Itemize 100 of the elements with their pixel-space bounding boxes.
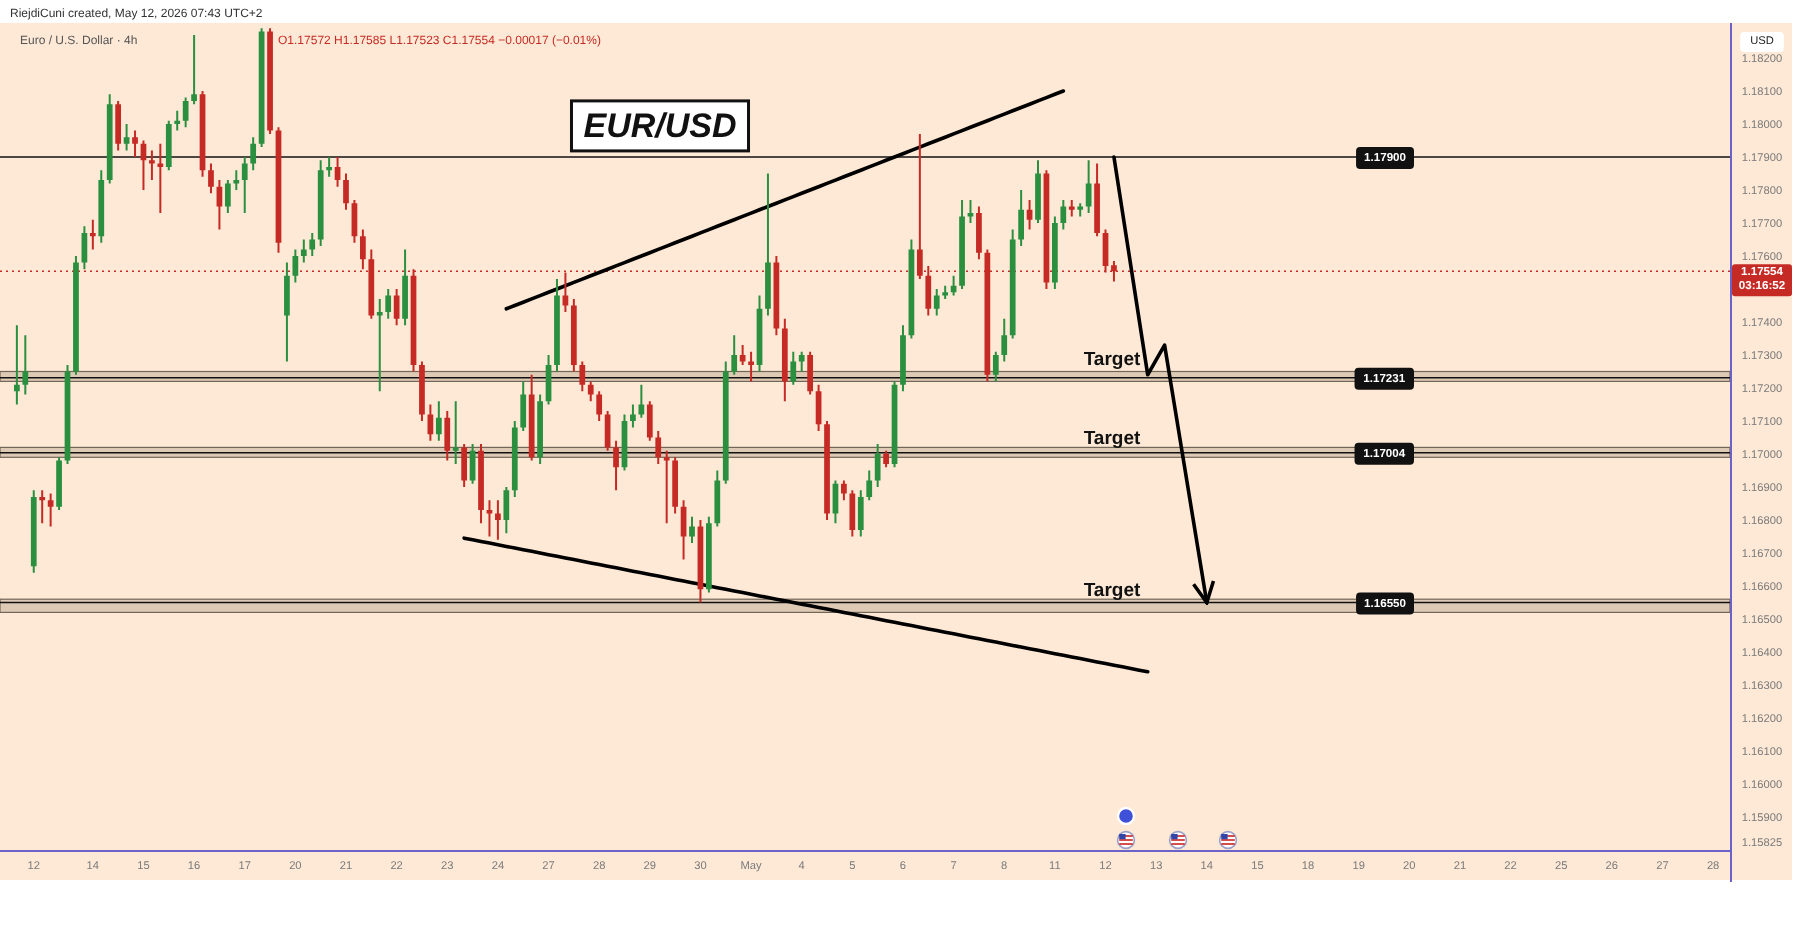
candlestick [765,173,771,316]
text: EUR/USD [583,106,737,145]
candlestick [419,361,425,421]
candlestick [317,160,324,247]
candlestick [731,335,738,375]
candlestick [520,381,527,431]
candlestick [596,391,603,421]
candlestick [722,361,729,484]
candlestick [781,318,788,402]
candlestick [106,94,113,184]
candlestick [1018,190,1024,247]
candlestick [208,163,214,194]
candlestick [427,404,434,441]
candlestick [857,490,864,537]
candlestick [478,444,484,524]
candlestick [284,262,290,362]
candlestick [89,219,96,250]
candlestick [511,421,518,497]
candlestick [376,298,383,392]
candlestick [1060,199,1067,230]
candlestick [495,500,501,540]
candlestick [646,401,653,441]
candlestick [1035,160,1041,223]
candlestick [655,430,662,464]
candlestick [241,157,248,214]
candlestick [1026,199,1033,230]
candlestick [123,124,130,151]
candlestick [1009,229,1016,339]
candlestick [950,275,957,296]
annotation: Target [1083,348,1142,371]
candlestick [452,401,459,464]
line-series [462,536,1150,674]
candlestick [14,325,20,405]
candlestick [798,351,805,372]
line-series [504,89,1066,311]
candlestick [250,137,257,171]
candlestick [613,440,619,491]
candlestick [174,110,181,131]
candlestick [680,500,687,560]
candlestick [807,351,814,395]
candlestick [900,325,906,392]
candlestick [461,444,468,487]
candlestick [292,249,299,283]
candlestick [39,490,46,524]
candlestick [402,249,408,326]
candlestick [435,401,442,441]
candlestick [663,450,670,524]
candlestick [1094,163,1100,237]
candlestick [98,170,105,243]
candlestick [47,493,54,527]
candlestick [30,490,37,573]
candlestick [191,34,197,105]
candlestick [942,285,949,299]
candlestick [334,157,341,187]
candlestick [182,97,189,128]
candlestick [360,229,366,270]
candlestick [486,500,493,537]
candlestick [1068,199,1075,217]
candlestick [503,487,510,534]
candlestick [579,361,586,392]
candlestick [976,206,982,260]
candlestick [216,180,223,230]
candlestick [739,345,746,365]
candlestick [528,374,535,461]
candlestick [326,157,332,177]
candlestick [1077,203,1084,217]
candlestick [385,289,392,319]
candlestick [343,173,349,210]
candlestick [714,470,721,527]
candlestick [73,256,79,375]
candlestick [706,516,712,593]
candlestick [300,239,307,263]
candlestick [748,351,754,382]
candlestick [883,450,889,468]
candlestick [672,457,678,514]
candlestick [866,470,873,501]
candlestick [587,381,594,402]
candlestick [22,335,29,395]
candlestick [933,289,940,316]
candlestick [638,384,645,418]
annotation: Target [1083,579,1142,602]
candlestick [1085,160,1092,214]
candlestick [824,421,830,520]
candlestick [849,490,856,537]
candlestick [570,298,577,372]
candlestick [132,130,138,157]
candlestick [841,480,847,501]
candlestick [1052,216,1058,289]
candlestick [444,411,451,461]
candlestick [1001,318,1008,362]
candlestick [149,150,155,181]
candlestick [874,444,881,487]
candlestick [630,404,636,428]
candlestick [267,28,273,134]
candlestick [157,143,164,214]
candlestick [233,170,240,190]
candlestick [992,351,999,382]
candlestick [790,351,797,385]
candlestick [967,199,974,223]
candlestick [56,457,62,511]
